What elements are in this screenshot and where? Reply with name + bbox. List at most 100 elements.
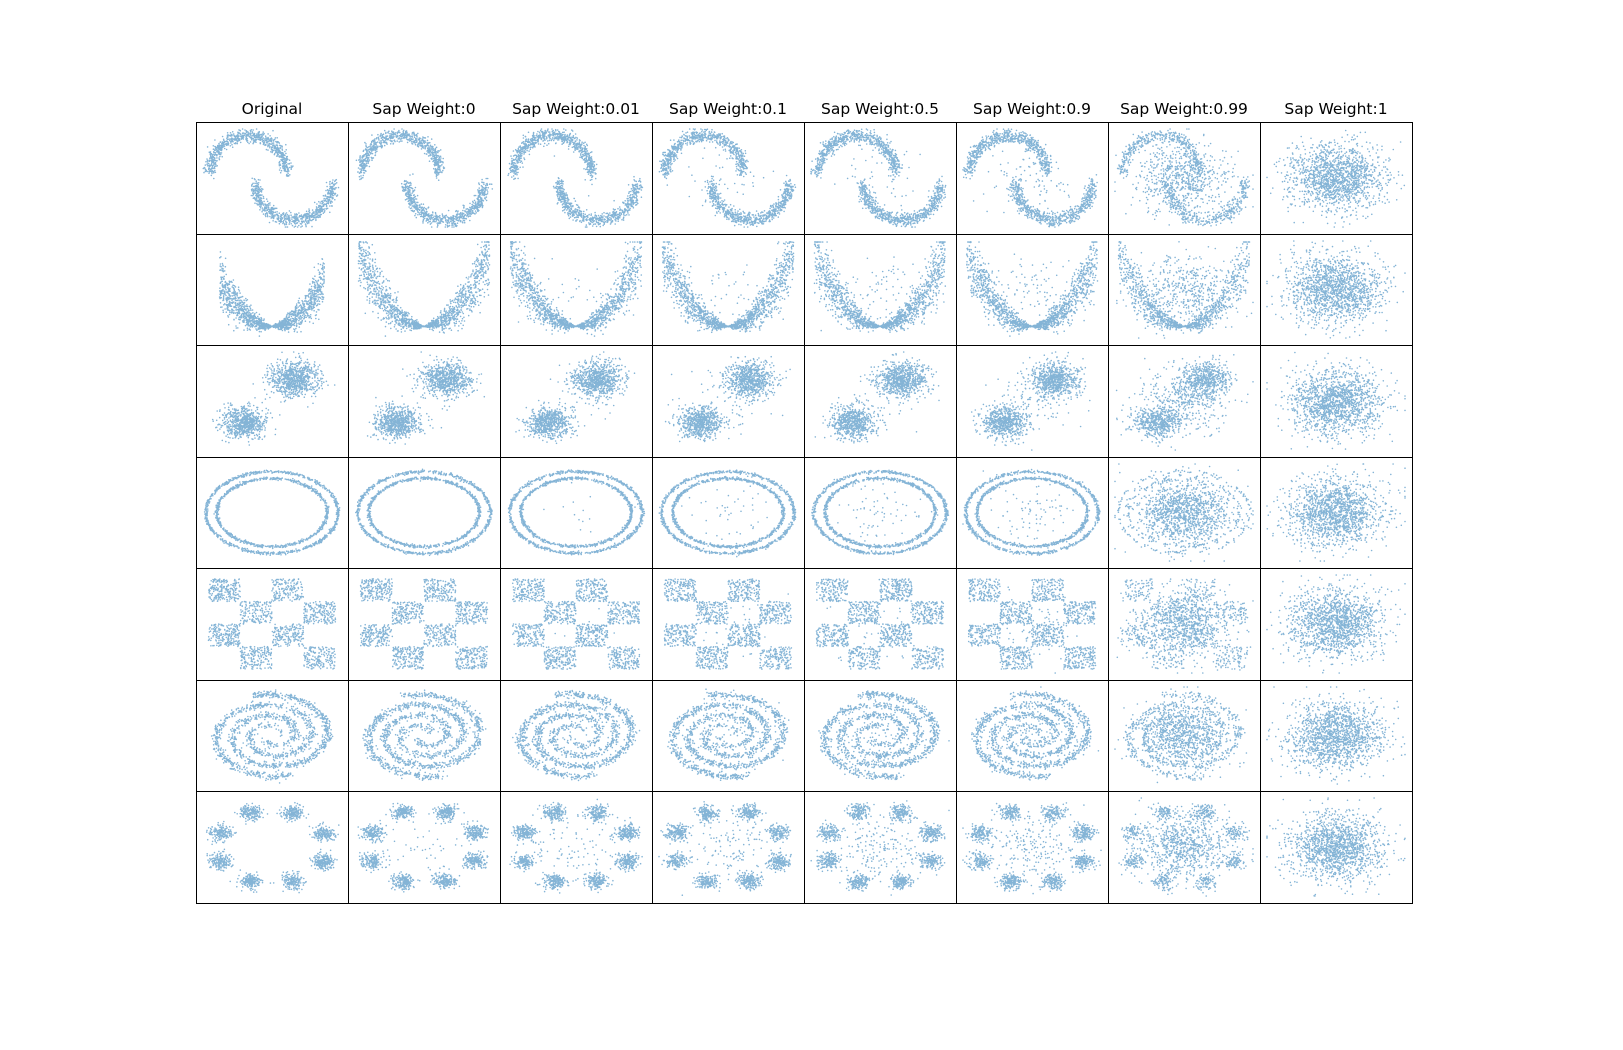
scatter-points xyxy=(970,351,1091,451)
scatter-points xyxy=(962,468,1101,556)
panel-eight-gaussians-ring-col7 xyxy=(1260,791,1413,904)
scatter-points xyxy=(818,690,950,781)
scatter-points xyxy=(661,241,795,334)
panel-two-moons-col4 xyxy=(804,122,957,235)
panel-checkerboard-col3 xyxy=(652,568,805,681)
scatter-points xyxy=(962,802,1102,895)
scatter-points xyxy=(1114,686,1248,784)
panel-frame xyxy=(1260,791,1413,904)
scatter-points xyxy=(355,468,493,557)
panel-frame xyxy=(500,791,653,904)
panel-two-moons-col1 xyxy=(348,122,501,235)
panel-parabola-col2 xyxy=(500,234,653,346)
scatter-points xyxy=(811,469,950,556)
scatter-points xyxy=(663,578,793,670)
panel-two-moons-col5 xyxy=(956,122,1109,235)
panel-checkerboard-col2 xyxy=(500,568,653,681)
panel-spirals-col5 xyxy=(956,680,1109,792)
panel-two-gaussian-blobs-col4 xyxy=(804,345,957,458)
scatter-points xyxy=(507,469,646,556)
scatter-points xyxy=(507,128,644,228)
column-title: Sap Weight:0.5 xyxy=(821,100,939,118)
panel-concentric-circles-col2 xyxy=(500,457,653,569)
panel-parabola-col0 xyxy=(196,234,349,346)
scatter-points xyxy=(810,128,947,228)
panel-checkerboard-col0 xyxy=(196,568,349,681)
scatter-points xyxy=(359,578,489,670)
panel-frame xyxy=(348,345,501,458)
scatter-points xyxy=(515,351,636,445)
panel-two-moons-col2 xyxy=(500,122,653,235)
panel-two-gaussian-blobs-col6 xyxy=(1108,345,1261,458)
column-title: Original xyxy=(242,100,303,118)
panel-frame xyxy=(804,345,957,458)
panel-two-gaussian-blobs-col3 xyxy=(652,345,805,458)
column-titles: Original Sap Weight:0 Sap Weight:0.01 Sap W… xyxy=(242,100,1388,118)
panel-eight-gaussians-ring-col0 xyxy=(196,791,349,904)
panel-frame xyxy=(652,568,805,681)
scatter-points xyxy=(810,800,950,896)
scatter-points xyxy=(509,798,643,894)
scatter-points xyxy=(218,251,326,337)
panel-concentric-circles-col1 xyxy=(348,457,501,569)
panel-two-gaussian-blobs-col1 xyxy=(348,345,501,458)
scatter-points xyxy=(366,351,486,445)
panel-checkerboard-col7 xyxy=(1260,568,1413,681)
panel-frame xyxy=(500,345,653,458)
column-title: Sap Weight:1 xyxy=(1284,100,1387,118)
scatter-points xyxy=(658,128,797,228)
scatter-points xyxy=(202,128,340,228)
scatter-points xyxy=(667,688,790,781)
panel-two-gaussian-blobs-col2 xyxy=(500,345,653,458)
scatter-points xyxy=(1266,797,1406,897)
scatter-points xyxy=(815,578,945,670)
panel-frame xyxy=(196,345,349,458)
panel-spirals-col3 xyxy=(652,680,805,792)
panel-frame xyxy=(196,234,349,346)
panel-checkerboard-col4 xyxy=(804,568,957,681)
panel-parabola-col4 xyxy=(804,234,957,346)
panel-frame xyxy=(652,457,805,569)
scatter-points xyxy=(962,128,1098,228)
scatter-points xyxy=(1114,463,1254,562)
scatter-points xyxy=(1266,240,1406,339)
scatter-points xyxy=(1116,241,1254,339)
panel-parabola-col5 xyxy=(956,234,1109,346)
column-title: Sap Weight:0.9 xyxy=(973,100,1091,118)
panel-two-moons-col3 xyxy=(652,122,805,235)
panel-two-moons-col7 xyxy=(1260,122,1413,235)
scatter-points xyxy=(658,801,792,896)
scatter-points xyxy=(1266,574,1406,674)
panel-frame xyxy=(348,568,501,681)
scatter-points xyxy=(1118,797,1254,897)
panel-eight-gaussians-ring-col5 xyxy=(956,791,1109,904)
scatter-points xyxy=(1114,128,1254,227)
scatter-points xyxy=(362,689,487,781)
panel-frame xyxy=(196,457,349,569)
scatter-points xyxy=(965,241,1099,337)
panel-frame xyxy=(348,791,501,904)
scatter-points xyxy=(1266,463,1406,562)
panel-frame xyxy=(956,791,1109,904)
scatter-points xyxy=(203,469,341,556)
panel-two-gaussian-blobs-col5 xyxy=(956,345,1109,458)
panel-spirals-col7 xyxy=(1260,680,1413,792)
panel-frame xyxy=(500,457,653,569)
scatter-points xyxy=(1115,354,1254,451)
panel-parabola-col6 xyxy=(1108,234,1261,346)
panel-two-moons-col0 xyxy=(196,122,349,235)
panel-parabola-col3 xyxy=(652,234,805,346)
panel-frame xyxy=(652,791,805,904)
panel-two-gaussian-blobs-col7 xyxy=(1260,345,1413,458)
scatter-points xyxy=(511,689,641,782)
scatter-points xyxy=(511,578,641,670)
scatter-points xyxy=(509,241,643,337)
scatter-points xyxy=(967,578,1097,674)
panel-checkerboard-col1 xyxy=(348,568,501,681)
panel-concentric-circles-col5 xyxy=(956,457,1109,569)
panel-checkerboard-col6 xyxy=(1108,568,1261,681)
panel-parabola-col7 xyxy=(1260,234,1413,346)
panel-eight-gaussians-ring-col6 xyxy=(1108,791,1261,904)
